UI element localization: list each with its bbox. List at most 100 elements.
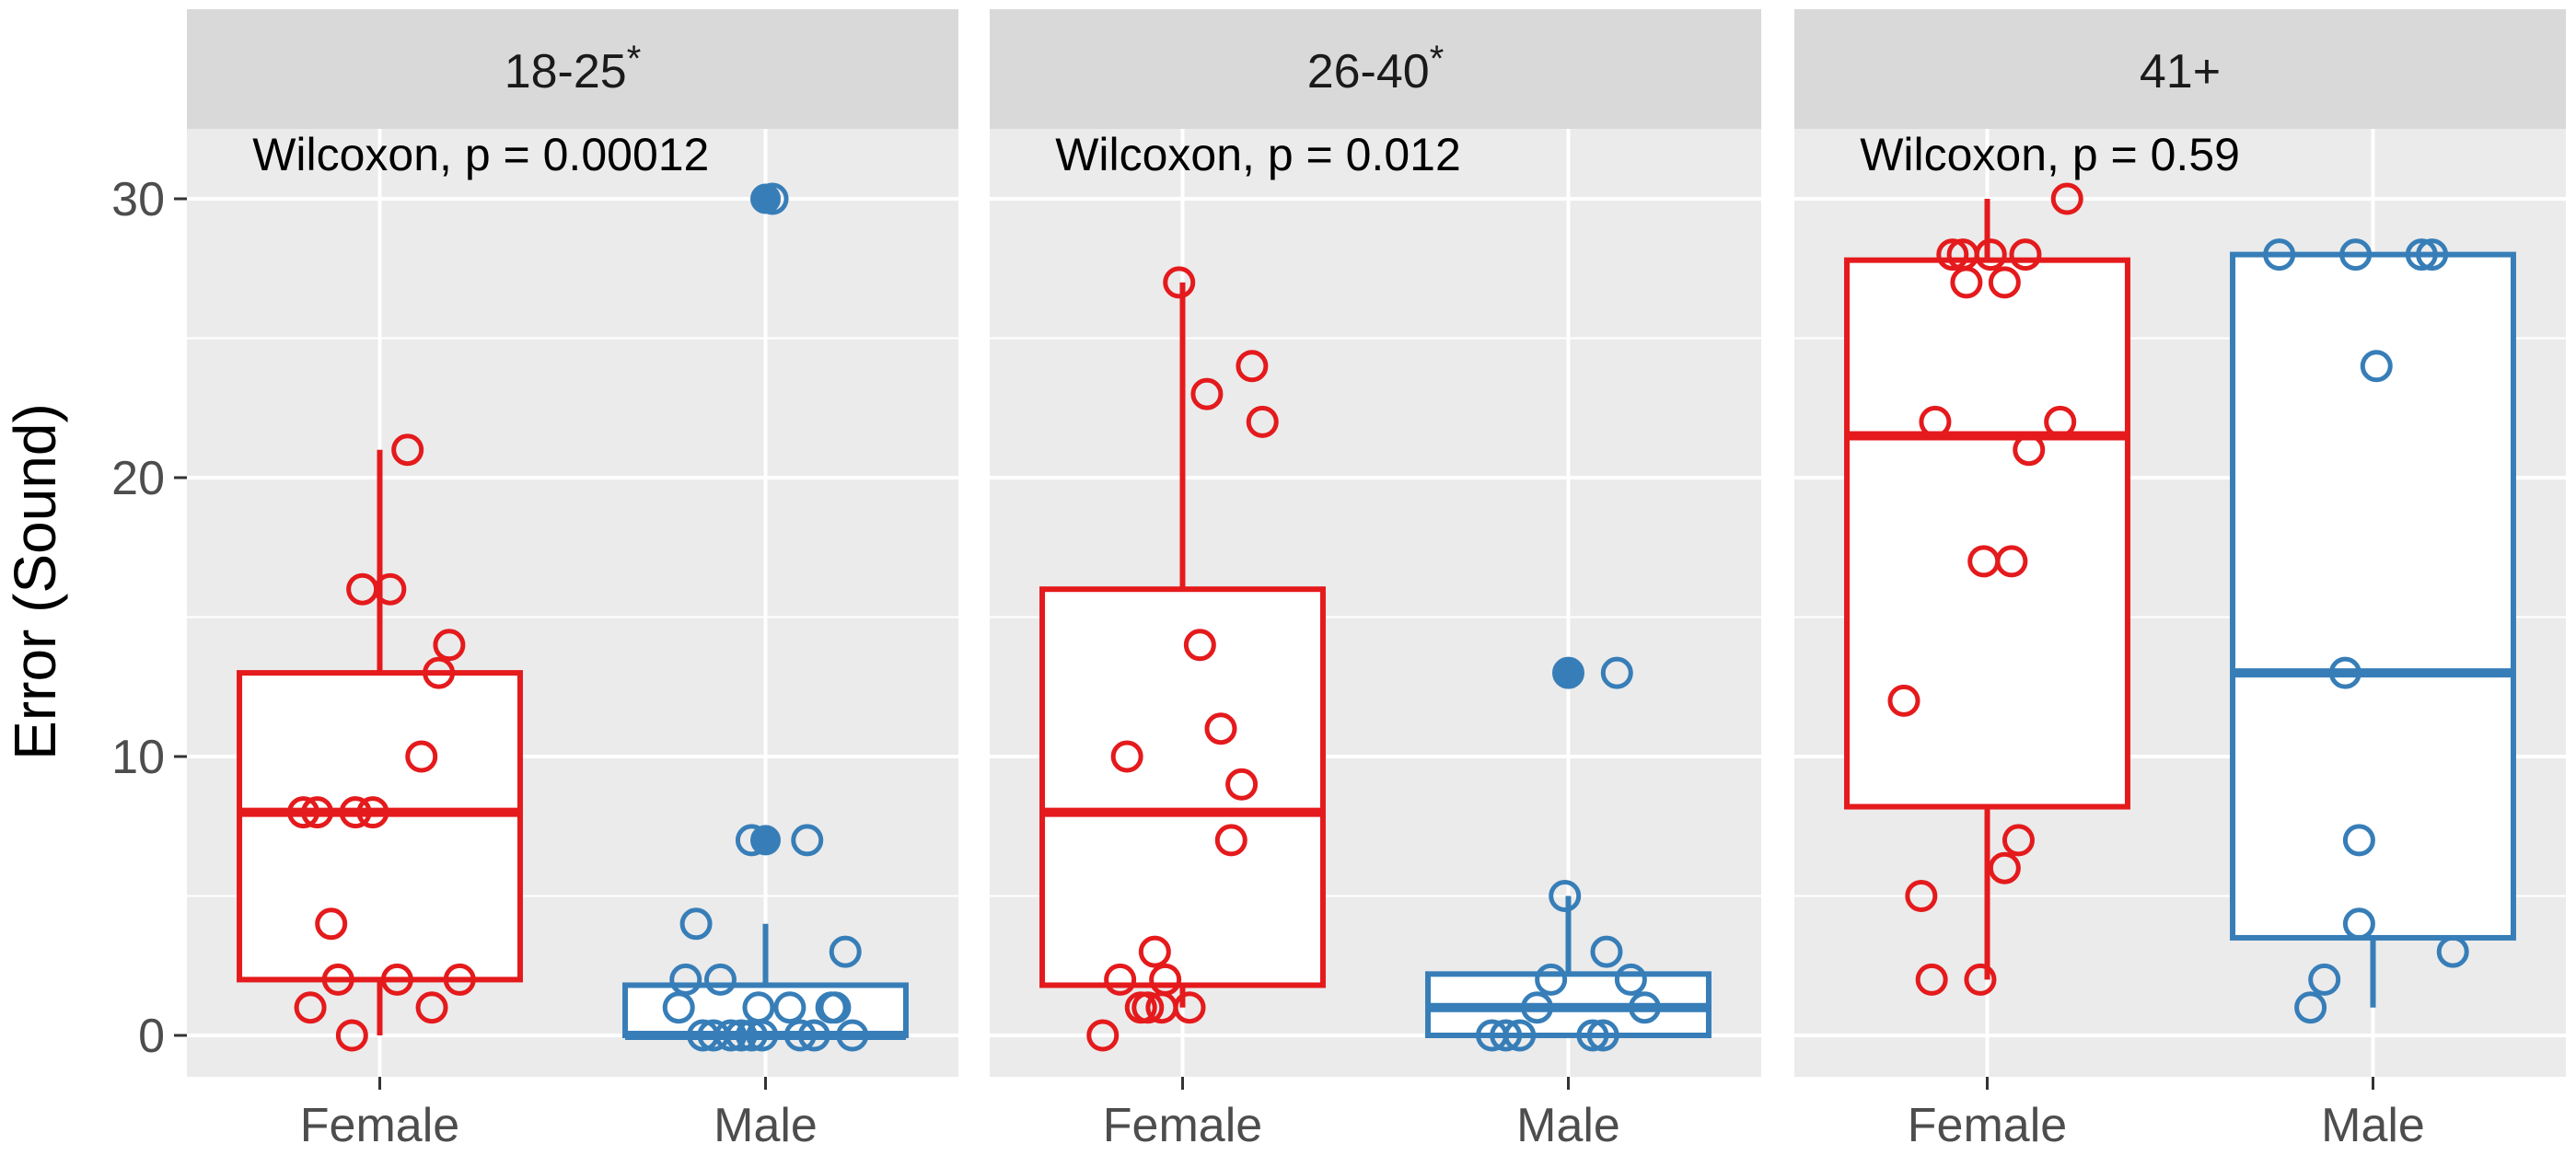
facet-panel-26-40: 26-40* Wilcoxon, p = 0.012 Female Male <box>990 9 1761 1152</box>
data-point <box>2342 907 2375 941</box>
data-point <box>2342 824 2375 857</box>
data-point <box>301 796 334 829</box>
boxplot-male <box>2230 238 2516 1024</box>
data-point <box>1905 880 1938 912</box>
data-point <box>405 740 438 773</box>
data-point <box>1988 851 2021 884</box>
data-point <box>356 796 389 829</box>
data-point <box>679 907 713 941</box>
data-point <box>2050 182 2083 215</box>
data-point <box>735 824 768 857</box>
data-point <box>1190 377 1224 410</box>
data-point <box>1988 266 2021 299</box>
boxplot-female <box>1039 266 1326 1052</box>
box-iqr <box>2230 251 2516 941</box>
facet-panel-18-25: 18-25* Wilcoxon, p = 0.00012 Female Male <box>187 9 958 1152</box>
data-point <box>1915 963 1948 996</box>
box-iqr <box>1844 257 2130 810</box>
boxplot-male <box>622 182 909 1052</box>
data-point <box>2405 238 2438 272</box>
data-point <box>443 963 476 996</box>
facet-strip <box>187 9 958 129</box>
box-iqr <box>1039 586 1326 988</box>
data-point <box>1995 545 2028 578</box>
data-point <box>791 824 824 857</box>
boxplot-female <box>237 433 523 1052</box>
data-point <box>287 796 320 829</box>
data-point <box>415 991 448 1024</box>
data-point <box>1163 266 1196 299</box>
data-point <box>2436 935 2469 968</box>
data-point <box>735 1019 768 1052</box>
data-point <box>339 796 372 829</box>
facet-strip <box>1794 9 2566 129</box>
x-tick-label: Female <box>300 1099 459 1152</box>
data-point <box>797 1019 830 1052</box>
data-point <box>315 907 348 941</box>
facet-strip-label: 26-40* <box>1307 39 1445 98</box>
y-tick-label: 10 <box>111 731 165 784</box>
data-point <box>1919 405 1952 438</box>
data-point <box>1131 991 1165 1024</box>
data-point <box>1974 238 2007 272</box>
data-point <box>2416 238 2449 272</box>
data-point <box>1586 1019 1619 1052</box>
data-point <box>374 572 407 606</box>
data-point <box>1214 824 1247 857</box>
data-point <box>2009 238 2042 272</box>
data-point <box>1173 991 1206 1024</box>
data-point <box>746 1019 779 1052</box>
data-point <box>2360 350 2393 383</box>
significance-star: * <box>1430 39 1445 79</box>
x-tick-label: Female <box>1908 1099 2067 1152</box>
data-point <box>2013 433 2046 467</box>
wilcoxon-annotation: Wilcoxon, p = 0.012 <box>1055 129 1461 180</box>
data-point <box>423 656 456 689</box>
data-point <box>380 963 413 996</box>
x-tick-label: Male <box>1516 1099 1620 1152</box>
data-point <box>1138 935 1171 968</box>
facet-strip-label: 41+ <box>2140 45 2221 98</box>
data-point <box>1236 350 1269 383</box>
y-tick-label: 20 <box>111 452 165 505</box>
data-point <box>2339 238 2373 272</box>
data-point <box>1549 880 1582 912</box>
data-point <box>321 963 354 996</box>
data-point <box>2263 238 2296 272</box>
data-point <box>829 935 862 968</box>
significance-star: * <box>627 39 642 79</box>
data-point <box>1183 629 1216 662</box>
data-point <box>1614 963 1647 996</box>
x-tick-label: Male <box>2321 1099 2425 1152</box>
data-point <box>1521 991 1554 1024</box>
data-point <box>1503 1019 1537 1052</box>
facet-strip <box>990 9 1761 129</box>
data-point <box>294 991 327 1024</box>
y-tick-label: 30 <box>111 173 165 226</box>
data-point <box>2002 824 2035 857</box>
y-axis: 0 10 20 30 <box>111 173 187 1063</box>
data-point <box>725 1019 758 1052</box>
data-point <box>2308 963 2341 996</box>
data-point <box>335 1019 368 1052</box>
data-point <box>1490 1019 1523 1052</box>
data-point <box>1950 266 1983 299</box>
data-point <box>1535 963 1568 996</box>
data-point <box>433 629 466 662</box>
facet-panel-41+: 41+ Wilcoxon, p = 0.59 Female Male <box>1794 9 2566 1152</box>
data-point <box>2294 991 2327 1024</box>
data-point <box>391 433 424 467</box>
x-tick-label: Female <box>1103 1099 1262 1152</box>
data-point <box>1576 1019 1609 1052</box>
data-point <box>1600 656 1633 689</box>
data-point <box>1628 991 1661 1024</box>
data-point <box>1552 656 1584 689</box>
boxplot-female <box>1844 182 2130 996</box>
data-point <box>836 1019 869 1052</box>
data-point <box>1590 935 1623 968</box>
data-point <box>1110 740 1143 773</box>
data-point <box>1936 238 1969 272</box>
wilcoxon-annotation: Wilcoxon, p = 0.59 <box>1860 129 2240 180</box>
